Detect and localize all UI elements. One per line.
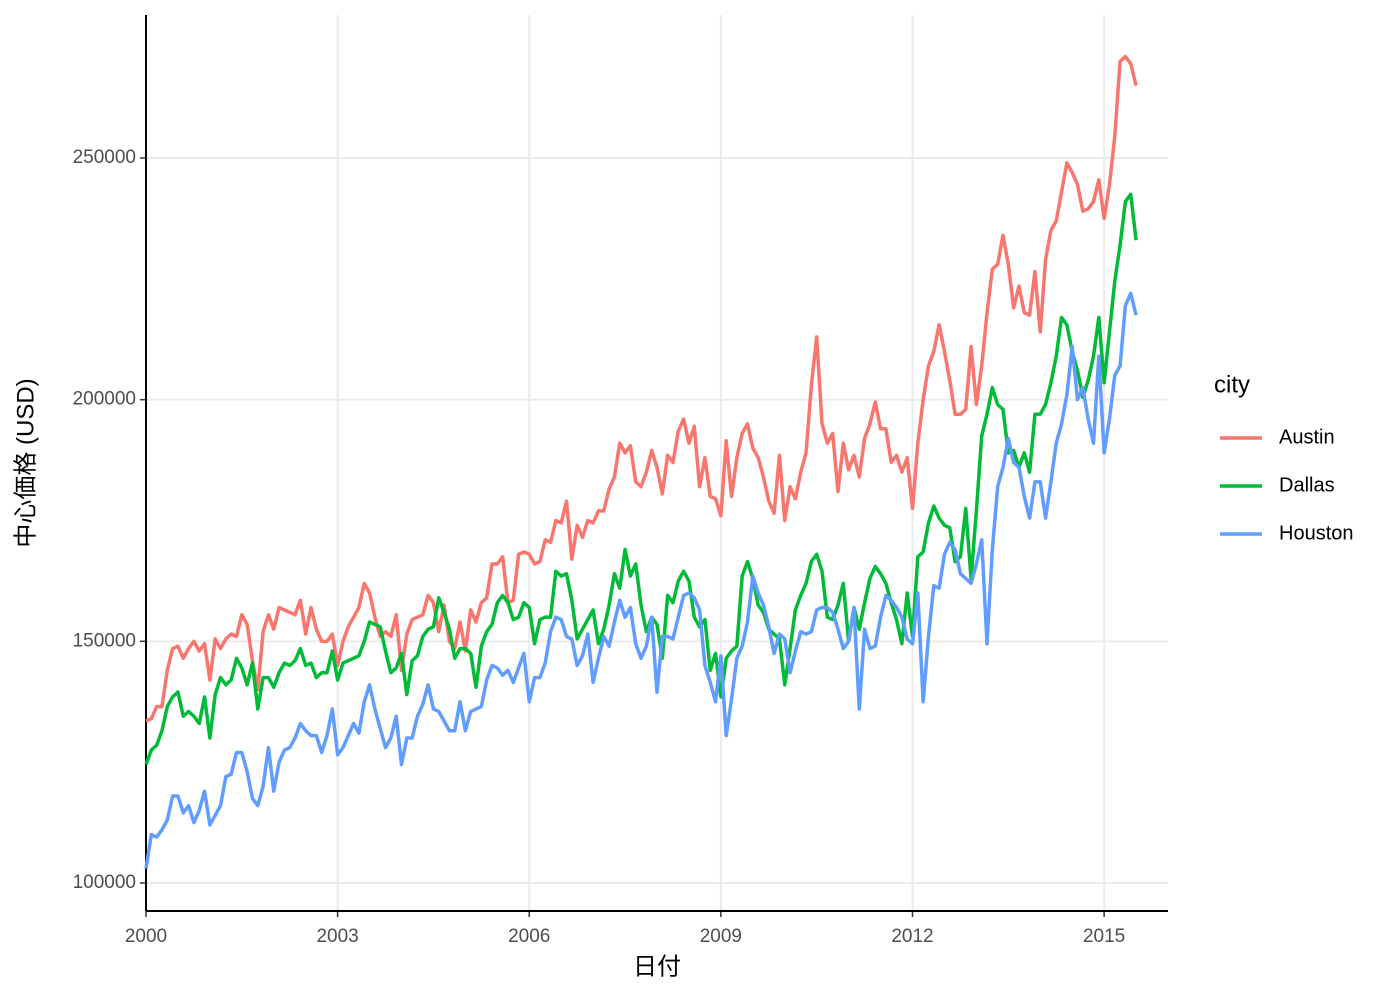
y-tick-label: 200000	[73, 389, 136, 410]
y-tick-label: 100000	[73, 872, 136, 893]
y-tick-label: 150000	[73, 630, 136, 651]
line-series	[144, 192, 1138, 766]
y-axis-title: 中心価格 (USD)	[12, 378, 39, 547]
x-tick-label: 2012	[891, 926, 933, 947]
line-series	[144, 291, 1138, 869]
x-axis-title: 日付	[633, 953, 681, 980]
x-tick-label: 2015	[1083, 926, 1125, 947]
legend-label: Austin	[1279, 426, 1335, 448]
legend-label: Dallas	[1279, 474, 1335, 496]
line-series	[145, 54, 1138, 723]
legend-label: Houston	[1279, 522, 1354, 544]
x-tick-label: 2009	[700, 926, 742, 947]
x-tick-label: 2006	[508, 926, 550, 947]
y-tick-label: 250000	[73, 147, 136, 168]
legend-title: city	[1214, 371, 1250, 398]
x-tick-label: 2000	[125, 926, 167, 947]
x-tick-label: 2003	[316, 926, 358, 947]
